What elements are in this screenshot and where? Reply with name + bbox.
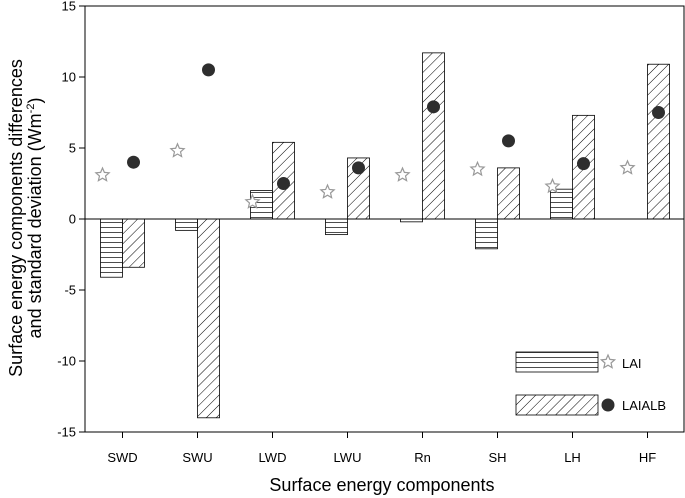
sd-star-lwd [244,193,261,209]
bar-lai-swu [175,218,198,231]
y-axis-title: Surface energy components differences an… [6,59,45,377]
y-tick-label: -10 [57,354,76,369]
legend-swatch-lai [515,351,599,373]
sd-star-swd [94,166,111,182]
bar-lai-lh [550,188,573,220]
bar-laialb-swd [122,218,145,268]
sd-circle-lwd [277,177,290,190]
x-axis: SWD SWU LWD LWU Rn SH LH HF [107,432,656,465]
legend-swatch-laialb [515,394,599,416]
y-tick-label: 15 [62,0,76,14]
bar-lai-sh [475,218,498,250]
y-tick-label: -5 [64,283,76,298]
bar-laialb-hf [647,63,670,220]
sd-circle-swd [127,155,140,169]
x-tick-label: Rn [414,450,431,465]
sd-circle-rn [427,100,440,114]
x-tick-label: SH [488,450,506,465]
bar-lai-lwu [325,218,348,236]
sd-circle-lwu [352,161,365,175]
x-tick-label: LWD [259,450,287,465]
y-tick-label: -15 [57,425,76,440]
sd-star-swu [169,142,186,158]
x-tick-label: SWD [107,450,137,465]
sd-circle-hf [652,106,665,119]
legend-circle-icon [601,398,615,412]
sd-markers-layer [94,63,665,209]
y-axis-title-line2: and standard deviation (Wm-2) [25,98,45,339]
bar-lai-swd [100,218,123,278]
x-tick-label: LH [564,450,581,465]
legend-star-icon [599,353,617,369]
x-tick-label: SWU [182,450,212,465]
sd-circle-sh [502,134,515,148]
sd-star-hf [619,159,636,175]
x-tick-label: LWU [334,450,362,465]
sd-circle-swu [202,63,215,77]
sd-circle-lh [577,157,590,171]
y-axis: -15 -10 -5 0 5 10 15 [57,0,85,440]
y-axis-title-line1: Surface energy components differences [6,59,26,377]
legend-label-laialb: LAIALB [622,398,666,413]
y-tick-label: 0 [69,212,76,227]
legend-label-lai: LAI [622,356,642,371]
sd-star-lh [544,177,561,194]
y-tick-label: 5 [69,141,76,156]
bar-laialb-swu [197,218,220,419]
bar-laialb-sh [497,167,520,220]
y-tick-label: 10 [62,70,76,85]
sd-star-sh [469,160,486,177]
x-tick-label: HF [639,450,656,465]
bar-laialb-rn [422,52,445,220]
legend: LAI LAIALB [515,351,666,416]
sd-star-rn [394,166,411,182]
sd-star-lwu [319,183,336,199]
x-axis-title: Surface energy components [269,475,494,495]
